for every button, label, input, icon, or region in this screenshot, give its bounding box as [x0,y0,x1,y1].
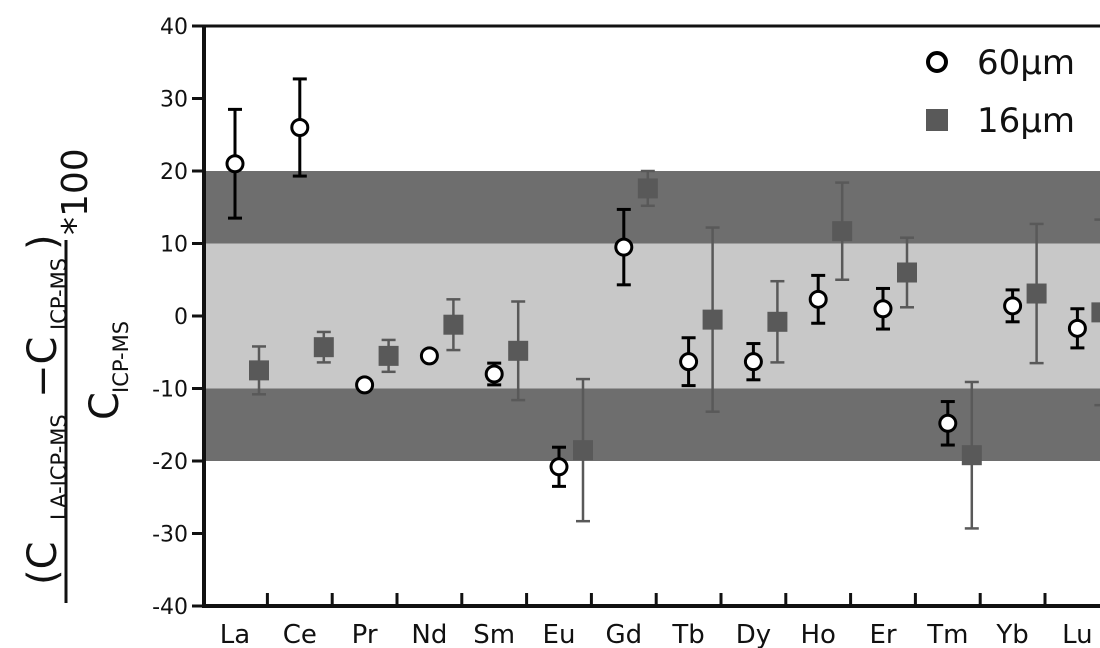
y-label-close: ) [20,234,66,250]
marker-60um-Tm [938,413,958,433]
y-axis-label: (C LA-ICP-MS −C ICP-MS ) *100 C ICP-MS [20,148,133,603]
y-tick-label: 40 [160,15,188,40]
marker-16um-Sm [508,340,529,361]
marker-60um-Yb [1003,296,1023,316]
y-label-open: (C [20,541,66,585]
marker-16um-Nd [443,314,464,335]
y-label-mult: *100 [55,148,96,235]
marker-16um-Lu [1091,302,1100,323]
y-tick-label: 10 [160,233,188,258]
marker-16um-Er [897,262,917,283]
legend-marker-square [926,109,948,131]
marker-60um-Ce [290,118,310,137]
marker-16um-Tb [702,309,723,330]
marker-16um-Pr [378,345,399,366]
y-label-den: C [82,392,128,420]
marker-60um-La [225,154,245,174]
x-tick-label: Sm [473,620,515,648]
marker-60um-Pr [355,375,375,395]
x-tick-label: Er [869,620,896,648]
y-tick-label: -40 [152,595,188,620]
x-tick-label: Yb [995,620,1028,648]
marker-60um-Ho [808,289,828,309]
y-tick-label: 20 [160,160,188,185]
x-tick-label: Tm [926,620,968,648]
inner-band [204,243,1100,389]
marker-16um-Ho [832,221,853,242]
marker-16um-La [249,360,269,381]
marker-60um-Tb [679,352,699,372]
marker-60um-Eu [549,457,569,477]
x-tick-label: Gd [605,620,642,648]
y-tick-label: -20 [152,450,188,475]
data-points [225,77,1100,530]
marker-60um-Lu [1067,318,1087,338]
tolerance-bands [204,171,1100,461]
marker-16um-Yb [1026,283,1047,304]
axes: 40 30 20 10 0 -10 -20 -30 -40 La Ce Pr Nd Sm Eu Gd Tb Dy H… [152,15,1100,648]
legend-label: 16µm [977,101,1075,141]
x-tick-label: Pr [352,620,378,648]
y-tick-label: -30 [152,523,188,548]
x-tick-label: Dy [736,620,771,648]
y-label-den-sub: ICP-MS [109,321,133,393]
y-tick-label: 30 [160,88,188,113]
x-tick-label: Ho [800,620,835,648]
marker-16um-Tm [961,445,982,466]
x-tick-label: Tb [671,620,704,648]
x-tick-label: Eu [543,620,576,648]
marker-16um-Gd [637,178,658,199]
legend-marker-circle [926,51,948,73]
legend: 60µm 16µm [926,43,1075,141]
marker-16um-Eu [573,440,593,461]
marker-60um-Sm [484,364,504,384]
marker-60um-Dy [743,352,763,372]
y-tick-label: 0 [174,305,188,330]
legend-label: 60µm [977,43,1075,83]
x-tick-label: Nd [411,620,447,648]
y-label-minus: −C [20,337,66,398]
x-tick-label: Ce [283,620,317,648]
marker-16um-Ce [313,337,334,358]
x-tick-label: La [220,620,250,648]
marker-16um-Dy [767,311,788,332]
marker-60um-Er [873,299,893,319]
marker-60um-Gd [614,237,634,257]
y-tick-label: -10 [152,378,188,403]
x-tick-label: Lu [1062,620,1093,648]
marker-60um-Nd [419,346,439,366]
